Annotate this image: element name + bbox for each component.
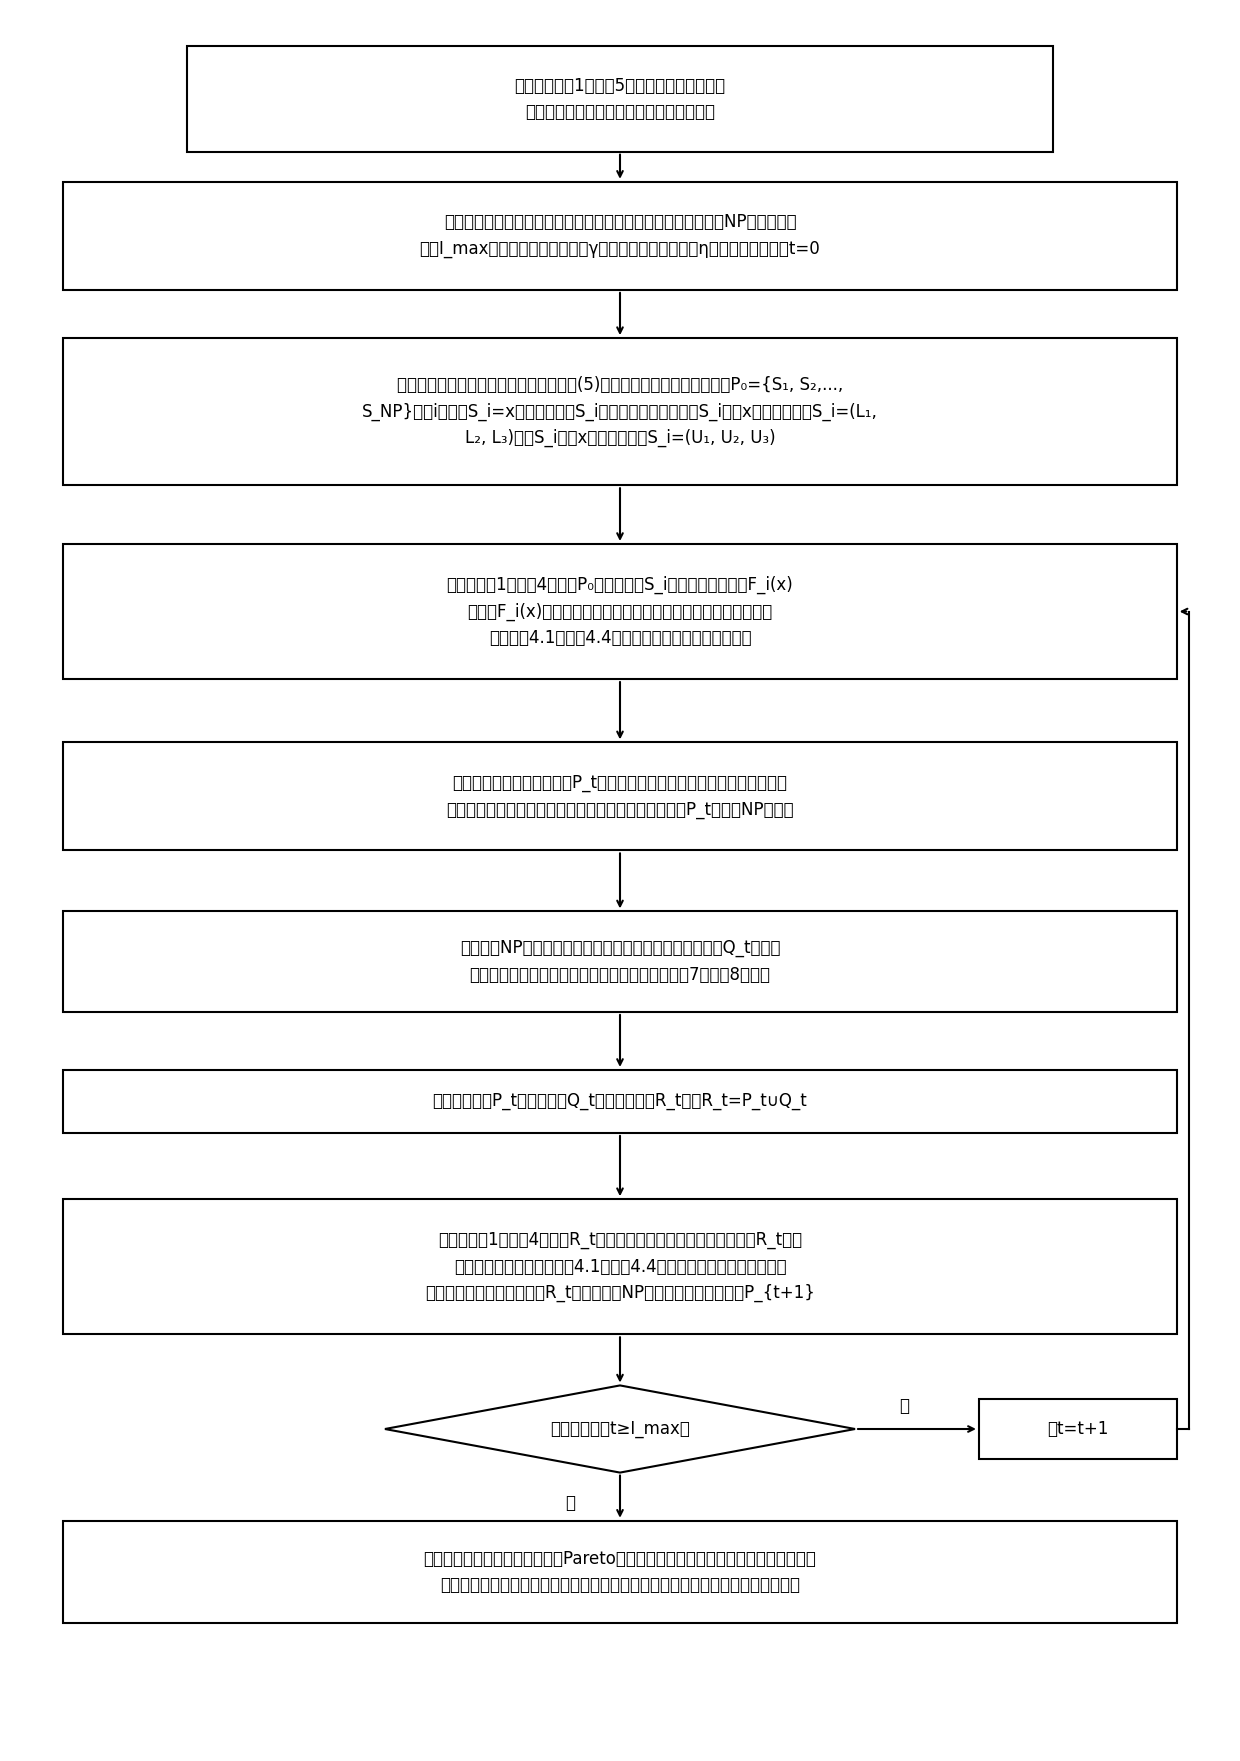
FancyBboxPatch shape bbox=[63, 544, 1177, 680]
FancyBboxPatch shape bbox=[63, 1199, 1177, 1335]
FancyBboxPatch shape bbox=[63, 1522, 1177, 1624]
Text: 执行选择操作，从当前种群P_t中随机选取两个个体，再根据个体的分层情
况和拥挤度距离选取其中较好个体，重复此操作直到从P_t中选出NP个个体: 执行选择操作，从当前种群P_t中随机选取两个个体，再根据个体的分层情 况和拥挤度… bbox=[446, 775, 794, 819]
Text: 依据公式（1）～（4）计算P₀中每个个体S_i的多目标适应度值F_i(x)
，按照F_i(x)对父代种群每个个体进行快速非支配分层排序，并按
照步骤（4.1）～: 依据公式（1）～（4）计算P₀中每个个体S_i的多目标适应度值F_i(x) ，按… bbox=[446, 576, 794, 648]
Text: 建立如公式（1）～（5）所示的强迫风冷散热
系统热结构优化设计的多目标优化数学模型: 建立如公式（1）～（5）所示的强迫风冷散热 系统热结构优化设计的多目标优化数学模… bbox=[515, 77, 725, 122]
Text: 令t=t+1: 令t=t+1 bbox=[1047, 1419, 1109, 1439]
Text: 是: 是 bbox=[565, 1493, 575, 1511]
FancyBboxPatch shape bbox=[63, 1071, 1177, 1132]
FancyBboxPatch shape bbox=[978, 1398, 1177, 1460]
FancyBboxPatch shape bbox=[63, 338, 1177, 486]
Text: 判断终止条件t≥I_max？: 判断终止条件t≥I_max？ bbox=[551, 1419, 689, 1439]
Text: 将最后一代种群的解作为最优的Pareto解集，从而获得最优的热结构设计参数，即最
优的翅片高度、翅片厚度和翅片数目，并获得最优的散热系统热阻、压降、总质量: 将最后一代种群的解作为最优的Pareto解集，从而获得最优的热结构设计参数，即最… bbox=[424, 1550, 816, 1594]
Polygon shape bbox=[384, 1386, 856, 1472]
Text: 采用十进制编码随机产生一个满足如公式(5)所示约束条件的初始父代种群P₀={S₁, S₂,...,
S_NP}，第i个个体S_i=x，对每个个体S_i中的变量进: 采用十进制编码随机产生一个满足如公式(5)所示约束条件的初始父代种群P₀={S₁… bbox=[362, 377, 878, 447]
Text: 按照公式（1）～（4）计算R_t的适应度值，根据非支配排序对群体R_t中的
每个个体分层，按照步骤（4.1）～（4.4）计算拥挤度距离；再根据分
层情况和拥挤度: 按照公式（1）～（4）计算R_t的适应度值，根据非支配排序对群体R_t中的 每个… bbox=[425, 1231, 815, 1301]
FancyBboxPatch shape bbox=[63, 741, 1177, 851]
Text: 设置基于非支配排序遗传优化求解方法的参数值，包括种群规模NP，最大进化
代数I_max，交叉操作的分布指数γ，变异操作的分布指数η，令当前迭代次数t=0: 设置基于非支配排序遗传优化求解方法的参数值，包括种群规模NP，最大进化 代数I_… bbox=[419, 213, 821, 259]
Text: 对选出的NP个个体执行交叉操作和变异操作生成子代群体Q_t，其中
交叉操作和变异操作的具体实现过程分别如公式（7）和（8）所示: 对选出的NP个个体执行交叉操作和变异操作生成子代群体Q_t，其中 交叉操作和变异… bbox=[460, 939, 780, 984]
FancyBboxPatch shape bbox=[63, 181, 1177, 291]
Text: 否: 否 bbox=[899, 1398, 910, 1416]
Text: 合并父代种群P_t和子代种群Q_t形成新的种群R_t，即R_t=P_t∪Q_t: 合并父代种群P_t和子代种群Q_t形成新的种群R_t，即R_t=P_t∪Q_t bbox=[433, 1092, 807, 1111]
FancyBboxPatch shape bbox=[63, 910, 1177, 1013]
FancyBboxPatch shape bbox=[187, 46, 1053, 151]
